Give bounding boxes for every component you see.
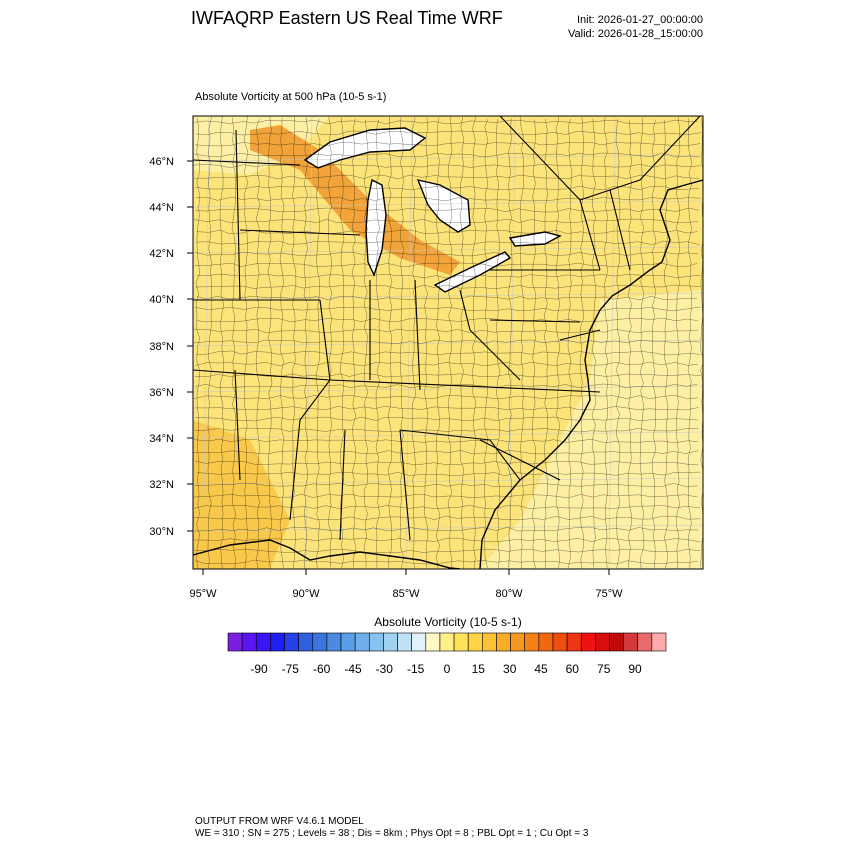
longitude-label: 75°W xyxy=(595,588,623,600)
colorbar-swatch xyxy=(255,632,271,652)
colorbar-swatch xyxy=(383,632,398,652)
colorbar-swatch xyxy=(609,632,624,652)
latitude-label: 44°N xyxy=(149,202,174,214)
colorbar-swatch xyxy=(637,632,653,652)
colorbar-swatch xyxy=(284,632,299,652)
latitude-label: 34°N xyxy=(149,433,174,445)
latitude-label: 46°N xyxy=(149,156,174,168)
latitude-label: 42°N xyxy=(149,248,174,260)
graticule xyxy=(193,116,703,569)
colorbar-swatch xyxy=(326,632,342,652)
field-title: Absolute Vorticity at 500 hPa (10-5 s-1) xyxy=(195,91,387,103)
colorbar-swatch xyxy=(496,632,511,652)
latitude-label: 40°N xyxy=(149,294,174,306)
lake-huron xyxy=(418,180,470,232)
map-frame xyxy=(192,115,704,570)
colorbar-title: Absolute Vorticity (10-5 s-1) xyxy=(374,615,521,629)
colorbar-swatch xyxy=(595,632,610,652)
latitude-label: 38°N xyxy=(149,341,174,353)
latitude-label: 36°N xyxy=(149,387,174,399)
latitude-label: 30°N xyxy=(149,526,174,538)
colorbar-tick-label: 90 xyxy=(628,662,642,676)
colorbar-swatch xyxy=(227,632,243,652)
colorbar-swatch xyxy=(270,632,285,652)
colorbar-swatch xyxy=(552,632,568,652)
colorbar-swatch xyxy=(580,632,596,652)
colorbar-tick-label: -75 xyxy=(282,662,300,676)
colorbar-tick-label: 45 xyxy=(534,662,548,676)
colorbar-swatch xyxy=(425,632,441,652)
latitude-label: 32°N xyxy=(149,479,174,491)
colorbar-tick-label: -60 xyxy=(313,662,331,676)
longitude-labels: 95°W 90°W 85°W 80°W 75°W xyxy=(189,569,623,600)
footer-model-line: OUTPUT FROM WRF V4.6.1 MODEL xyxy=(195,816,364,827)
colorbar-tick-label: 0 xyxy=(444,662,451,676)
longitude-label: 90°W xyxy=(292,588,320,600)
colorbar-swatch xyxy=(298,632,314,652)
colorbar-swatch xyxy=(312,632,328,652)
longitude-label: 80°W xyxy=(495,588,523,600)
main-title: IWFAQRP Eastern US Real Time WRF xyxy=(191,8,503,28)
colorbar-swatch xyxy=(651,632,667,652)
colorbar-swatch xyxy=(538,632,554,652)
colorbar-swatch xyxy=(524,632,540,652)
colorbar-swatch xyxy=(411,632,427,652)
colorbar-tick-label: -30 xyxy=(376,662,394,676)
lake-erie xyxy=(435,252,510,292)
colorbar-swatch xyxy=(439,632,455,652)
colorbar-swatch xyxy=(467,632,483,652)
colorbar-tick-label: 30 xyxy=(503,662,517,676)
longitude-label: 85°W xyxy=(392,588,420,600)
colorbar-swatch xyxy=(354,632,370,652)
footer-config-line: WE = 310 ; SN = 275 ; Levels = 38 ; Dis … xyxy=(195,828,589,839)
colorbar-swatch xyxy=(368,632,384,652)
colorbar-tick-label: -45 xyxy=(344,662,362,676)
colorbar-tick-label: -15 xyxy=(407,662,425,676)
colorbar-tick-label: 60 xyxy=(566,662,580,676)
valid-time: Valid: 2026-01-28_15:00:00 xyxy=(568,28,703,40)
colorbar-swatch xyxy=(482,632,497,652)
vorticity-field-light xyxy=(480,290,703,569)
colorbar-swatch xyxy=(340,632,356,652)
colorbar-swatch xyxy=(510,632,526,652)
init-time: Init: 2026-01-27_00:00:00 xyxy=(577,14,703,26)
map-panel xyxy=(193,116,703,569)
colorbar-tick-labels: -90 -75 -60 -45 -30 -15 0 15 30 45 60 75 90 xyxy=(250,662,642,676)
colorbar xyxy=(227,632,667,652)
colorbar-tick-label: -90 xyxy=(250,662,268,676)
colorbar-swatch xyxy=(566,632,582,652)
lake-superior xyxy=(305,128,425,168)
colorbar-swatch xyxy=(397,632,412,652)
colorbar-tick-label: 15 xyxy=(472,662,486,676)
colorbar-swatch xyxy=(453,632,469,652)
latitude-labels: 46°N 44°N 42°N 40°N 38°N 36°N 34°N 32°N 30°N xyxy=(149,156,193,538)
vorticity-field-strong-sw xyxy=(193,470,230,569)
colorbar-tick-label: 75 xyxy=(597,662,611,676)
colorbar-swatch xyxy=(241,632,257,652)
colorbar-swatch xyxy=(623,632,639,652)
longitude-label: 95°W xyxy=(189,588,217,600)
